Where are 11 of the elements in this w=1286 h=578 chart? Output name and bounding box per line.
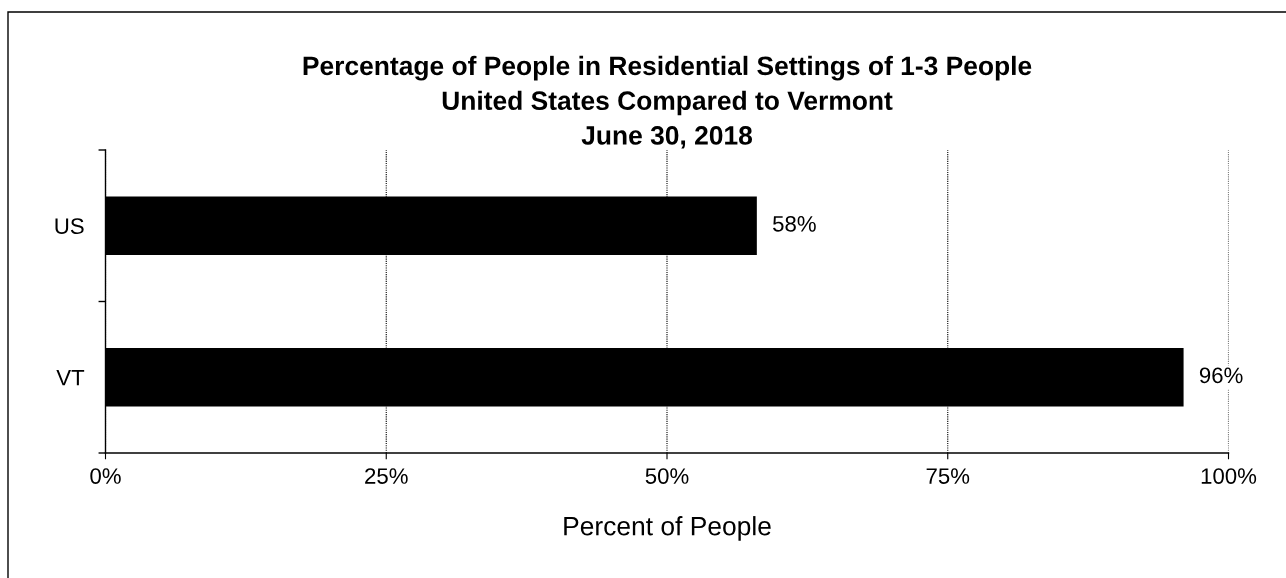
data-label: 96% xyxy=(1199,367,1243,384)
x-tick-label: 50% xyxy=(645,468,689,484)
x-tick-label: 75% xyxy=(926,468,970,484)
x-tick-label: 25% xyxy=(365,468,408,484)
x-tick-label: 100% xyxy=(1201,468,1257,484)
y-tick-label: US xyxy=(55,218,84,235)
x-axis-title: Percent of People xyxy=(564,516,771,541)
data-label: 58% xyxy=(773,215,816,232)
x-tick-label: 0% xyxy=(90,468,121,484)
y-tick-label: VT xyxy=(56,370,85,386)
chart-title: Percentage of People in Residential Settings of 1-3 People United States Compared to Vermont June 30, 2018 xyxy=(303,55,1032,149)
